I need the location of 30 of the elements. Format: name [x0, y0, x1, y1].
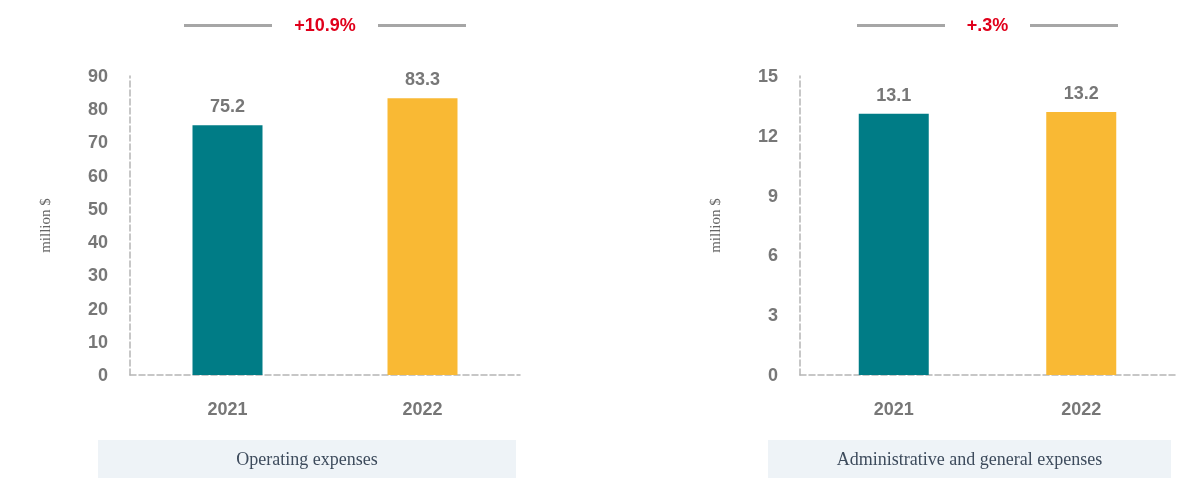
y-axis-title: million $ — [36, 197, 53, 253]
x-tick-label: 2022 — [1061, 399, 1102, 419]
x-tick-label: 2022 — [402, 399, 443, 419]
data-label: 13.2 — [1063, 82, 1099, 103]
data-label: 83.3 — [404, 69, 441, 90]
y-tick-label: 9 — [767, 185, 778, 206]
y-tick-label: 80 — [87, 99, 108, 120]
chart-title: +.3% — [966, 14, 1009, 36]
chart-title: +10.9% — [294, 14, 356, 36]
y-tick-label: 15 — [757, 66, 778, 86]
x-tick-label: 2021 — [207, 399, 248, 419]
y-tick-label: 6 — [767, 245, 778, 266]
x-axis-title: Administrative and general expenses — [768, 440, 1171, 478]
y-tick-label: 90 — [87, 66, 108, 86]
y-tick-label: 70 — [87, 132, 108, 153]
y-tick-label: 0 — [767, 365, 778, 385]
y-tick-label: 40 — [87, 232, 108, 253]
y-axis-title: million $ — [706, 197, 723, 253]
y-tick-label: 12 — [757, 125, 778, 146]
y-tick-label: 50 — [87, 198, 108, 219]
x-axis-title: Operating expenses — [98, 440, 516, 478]
y-tick-label: 10 — [87, 331, 108, 352]
x-tick-label: 2021 — [873, 399, 914, 419]
y-tick-label: 3 — [767, 305, 778, 326]
data-label: 13.1 — [876, 84, 912, 105]
y-tick-label: 20 — [87, 298, 108, 319]
y-tick-label: 30 — [87, 265, 108, 286]
y-tick-label: 60 — [87, 165, 108, 186]
y-tick-label: 0 — [97, 365, 108, 385]
data-label: 75.2 — [209, 96, 246, 117]
